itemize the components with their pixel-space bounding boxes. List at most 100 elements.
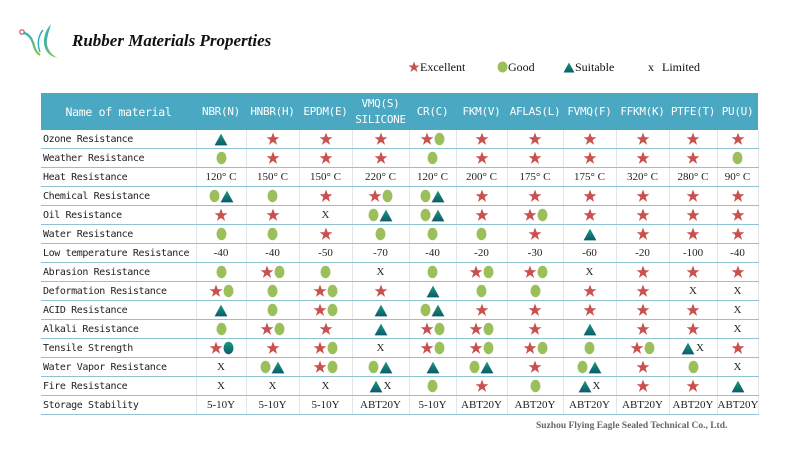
table-cell-value: 5-10Y [246, 395, 300, 415]
rating-symbols [368, 208, 393, 222]
rating-symbols [636, 208, 650, 222]
table-cell-rating [616, 319, 670, 339]
column-header: HNBR(H) [246, 93, 299, 130]
star-icon [408, 61, 420, 73]
star-icon [209, 284, 223, 298]
triangle-icon [431, 304, 445, 317]
table-cell-rating [196, 148, 247, 168]
table-cell-rating [563, 319, 617, 339]
rating-symbols [214, 208, 228, 222]
table-cell-value: ABT20Y [456, 395, 508, 415]
row-label: Chemical Resistance [41, 186, 197, 206]
x-mark-icon: X [383, 380, 392, 392]
table-cell-rating [409, 281, 457, 301]
table-cell-rating [717, 262, 759, 282]
star-icon [214, 208, 228, 222]
rating-symbols [528, 303, 542, 317]
table-cell-value: -40 [717, 243, 759, 263]
table-cell-rating [717, 130, 759, 149]
rating-symbols [686, 303, 700, 317]
table-cell-value: 280° C [669, 167, 718, 187]
circle-icon [216, 227, 227, 241]
table-cell-rating [456, 319, 508, 339]
rating-symbols [636, 227, 650, 241]
star-icon [583, 189, 597, 203]
star-icon [686, 132, 700, 146]
table-cell-rating [246, 319, 300, 339]
rating-symbols [530, 284, 541, 298]
rating-symbols [528, 322, 542, 336]
rating-symbols [313, 303, 338, 317]
table-cell-rating [352, 281, 410, 301]
table-cell-rating [616, 205, 670, 225]
rating-symbols [731, 208, 745, 222]
rating-symbols [686, 151, 700, 165]
legend-item-excellent: Excellent [408, 60, 465, 75]
star-icon [313, 303, 327, 317]
table-cell-rating [507, 338, 564, 358]
table-cell-value: -50 [299, 243, 353, 263]
circle-icon [577, 360, 588, 374]
table-cell-rating: X [717, 281, 759, 301]
rating-symbols [475, 132, 489, 146]
table-header-row: Name of material NBR(N) HNBR(H) EPDM(E) VMQ… [41, 93, 758, 130]
table-cell-rating [456, 376, 508, 396]
star-icon [636, 303, 650, 317]
triangle-icon [480, 361, 494, 374]
page-title: Rubber Materials Properties [72, 31, 272, 50]
table-cell-rating [507, 186, 564, 206]
circle-icon [267, 189, 278, 203]
rating-symbols [374, 304, 388, 317]
column-header-label: NBR(N) [202, 104, 240, 118]
circle-icon [267, 227, 278, 241]
table-cell-rating [196, 319, 247, 339]
rating-symbols [420, 189, 445, 203]
table-cell-rating [616, 357, 670, 377]
star-icon [686, 322, 700, 336]
table-cell-rating [352, 186, 410, 206]
star-icon [266, 208, 280, 222]
rating-symbols: X [376, 342, 386, 354]
rating-symbols [630, 341, 655, 355]
table-row: Oil Resistance X [41, 205, 759, 225]
circle-icon [469, 360, 480, 374]
star-icon [469, 341, 483, 355]
rating-symbols [686, 379, 700, 393]
rating-symbols [475, 189, 489, 203]
rating-symbols: X [216, 380, 226, 392]
rating-symbols: X [216, 361, 226, 373]
table-cell-rating [507, 130, 564, 149]
star-icon [686, 208, 700, 222]
table-cell-rating [669, 357, 718, 377]
circle-icon [223, 284, 234, 298]
row-label: Water Vapor Resistance [41, 357, 197, 377]
circle-icon [327, 303, 338, 317]
table-cell-rating [246, 262, 300, 282]
table-cell-rating [563, 130, 617, 149]
table-cell-rating: X [717, 300, 759, 320]
table-cell-rating [669, 224, 718, 244]
table-cell-rating [456, 338, 508, 358]
x-mark-icon: X [268, 380, 277, 392]
table-row: ACID Resistance X [41, 300, 759, 320]
star-icon [636, 189, 650, 203]
table-cell-rating [669, 148, 718, 168]
table-cell-rating: X [563, 376, 617, 396]
column-header: CR(C) [409, 93, 456, 130]
table-cell-rating [507, 357, 564, 377]
table-cell-rating [456, 357, 508, 377]
rating-symbols [636, 303, 650, 317]
table-cell-rating [299, 186, 353, 206]
row-label: ACID Resistance [41, 300, 197, 320]
table-cell-rating [669, 319, 718, 339]
row-label: Tensile Strength [41, 338, 197, 358]
table-cell-rating [246, 186, 300, 206]
table-row: Storage Stability 5-10Y 5-10Y 5-10Y ABT20Y 5-… [41, 395, 759, 415]
rating-symbols [686, 208, 700, 222]
row-label: Heat Resistance [41, 167, 197, 187]
table-cell-value: -40 [196, 243, 247, 263]
row-label: Alkali Resistance [41, 319, 197, 339]
table-cell-value: ABT20Y [507, 395, 564, 415]
star-icon [731, 132, 745, 146]
table-cell-rating [196, 300, 247, 320]
